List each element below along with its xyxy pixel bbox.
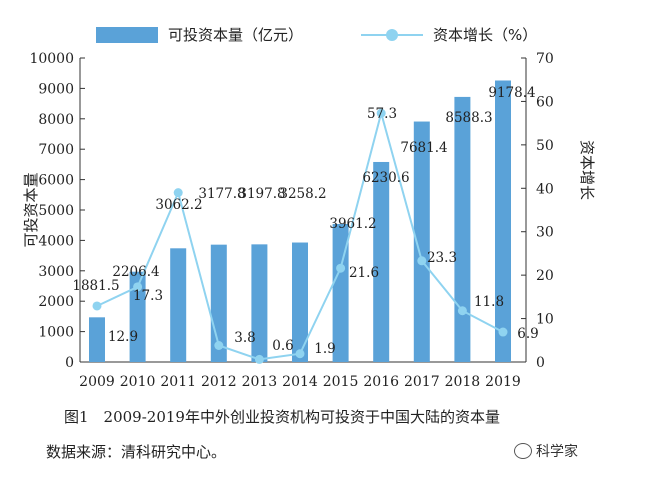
data-source: 数据来源：清科研究中心。 bbox=[46, 443, 227, 461]
bar-value-label: 8588.3 bbox=[445, 110, 492, 126]
line-value-label: 57.3 bbox=[367, 106, 397, 122]
y-tick-label: 6000 bbox=[38, 173, 74, 189]
x-tick-label: 2010 bbox=[120, 374, 156, 390]
line-value-label: 0.6 bbox=[272, 338, 293, 354]
legend-item-line: 资本增长（%） bbox=[361, 24, 537, 45]
y-tick-label: 4000 bbox=[38, 233, 74, 249]
legend-item-bar: 可投资本量（亿元） bbox=[96, 24, 303, 45]
y-tick-label: 7000 bbox=[38, 142, 74, 158]
y2-tick-label: 0 bbox=[536, 355, 545, 371]
wechat-icon bbox=[514, 443, 532, 459]
legend-line-label: 资本增长（%） bbox=[433, 26, 538, 44]
legend-bar-swatch bbox=[96, 26, 158, 43]
y2-tick-label: 60 bbox=[536, 94, 554, 110]
growth-point bbox=[254, 354, 264, 364]
x-tick-label: 2013 bbox=[242, 374, 278, 390]
y2-tick-label: 70 bbox=[536, 51, 554, 67]
y2-tick-label: 30 bbox=[536, 225, 554, 241]
chart: 0100020003000400050006000700080009000100… bbox=[22, 51, 596, 390]
legend-bar-label: 可投资本量（亿元） bbox=[168, 26, 304, 44]
y-tick-label: 3000 bbox=[38, 264, 74, 280]
growth-point bbox=[173, 188, 183, 198]
x-tick-label: 2018 bbox=[445, 374, 481, 390]
y-tick-label: 5000 bbox=[38, 203, 74, 219]
bar bbox=[292, 242, 308, 362]
growth-point bbox=[336, 263, 346, 273]
bar bbox=[373, 161, 390, 362]
growth-point bbox=[133, 282, 143, 292]
growth-point bbox=[214, 340, 224, 350]
x-tick-label: 2015 bbox=[323, 374, 359, 390]
bar bbox=[332, 223, 349, 362]
y-tick-label: 1000 bbox=[38, 325, 74, 341]
bar-value-label: 1881.5 bbox=[72, 278, 119, 294]
x-tick-label: 2012 bbox=[201, 374, 237, 390]
y2-tick-label: 10 bbox=[536, 312, 554, 328]
growth-point bbox=[376, 108, 386, 118]
x-tick-label: 2014 bbox=[282, 374, 318, 390]
bar bbox=[170, 248, 187, 362]
x-tick-label: 2019 bbox=[485, 374, 521, 390]
watermark: 科学家 bbox=[514, 441, 578, 461]
legend: 可投资本量（亿元） 资本增长（%） bbox=[96, 24, 537, 45]
y-tick-label: 2000 bbox=[38, 294, 74, 310]
bar bbox=[413, 121, 430, 362]
growth-point bbox=[417, 256, 427, 266]
bar-value-label: 3258.2 bbox=[279, 186, 326, 202]
line-value-label: 6.9 bbox=[517, 326, 538, 342]
bar bbox=[495, 80, 511, 362]
growth-point bbox=[498, 327, 508, 337]
y-tick-label: 0 bbox=[65, 355, 74, 371]
y2-tick-label: 50 bbox=[536, 138, 554, 154]
bar-value-label: 3062.2 bbox=[155, 197, 202, 213]
x-tick-label: 2016 bbox=[363, 374, 399, 390]
bar-value-label: 2206.4 bbox=[112, 264, 159, 280]
bar-value-label: 3197.8 bbox=[238, 186, 285, 202]
y-tick-label: 9000 bbox=[38, 81, 74, 97]
y2-axis-label: 资本增长 bbox=[578, 140, 596, 200]
y-axis-label: 可投资本量 bbox=[22, 172, 40, 247]
bar bbox=[251, 244, 268, 362]
x-tick-label: 2011 bbox=[160, 374, 196, 390]
bar-value-label: 7681.4 bbox=[400, 140, 447, 156]
line-value-label: 23.3 bbox=[427, 250, 457, 266]
bar-value-label: 3961.2 bbox=[329, 216, 376, 232]
line-value-label: 21.6 bbox=[349, 265, 379, 281]
growth-point bbox=[92, 301, 102, 311]
growth-point bbox=[457, 306, 467, 316]
figure-caption: 图1 2009-2019年中外创业投资机构可投资于中国大陆的资本量 bbox=[64, 408, 500, 426]
line-value-label: 3.8 bbox=[234, 330, 255, 346]
y-tick-label: 10000 bbox=[29, 51, 74, 67]
bar bbox=[454, 96, 471, 363]
growth-point bbox=[295, 349, 305, 359]
line-value-label: 17.3 bbox=[133, 288, 163, 304]
x-tick-label: 2017 bbox=[404, 374, 440, 390]
legend-line-swatch bbox=[361, 27, 424, 43]
bar-value-label: 6230.6 bbox=[362, 170, 409, 186]
bar-value-label: 9178.4 bbox=[488, 85, 535, 101]
line-value-label: 11.8 bbox=[474, 294, 504, 310]
line-value-label: 12.9 bbox=[108, 329, 138, 345]
bar-value-label: 3177.8 bbox=[198, 186, 245, 202]
bar bbox=[89, 317, 105, 362]
x-tick-label: 2009 bbox=[79, 374, 115, 390]
y-tick-label: 8000 bbox=[38, 112, 74, 128]
line-value-label: 1.9 bbox=[314, 341, 335, 357]
watermark-text: 科学家 bbox=[536, 444, 578, 460]
bar bbox=[129, 271, 146, 362]
y2-tick-label: 40 bbox=[536, 181, 554, 197]
y2-tick-label: 20 bbox=[536, 268, 554, 284]
